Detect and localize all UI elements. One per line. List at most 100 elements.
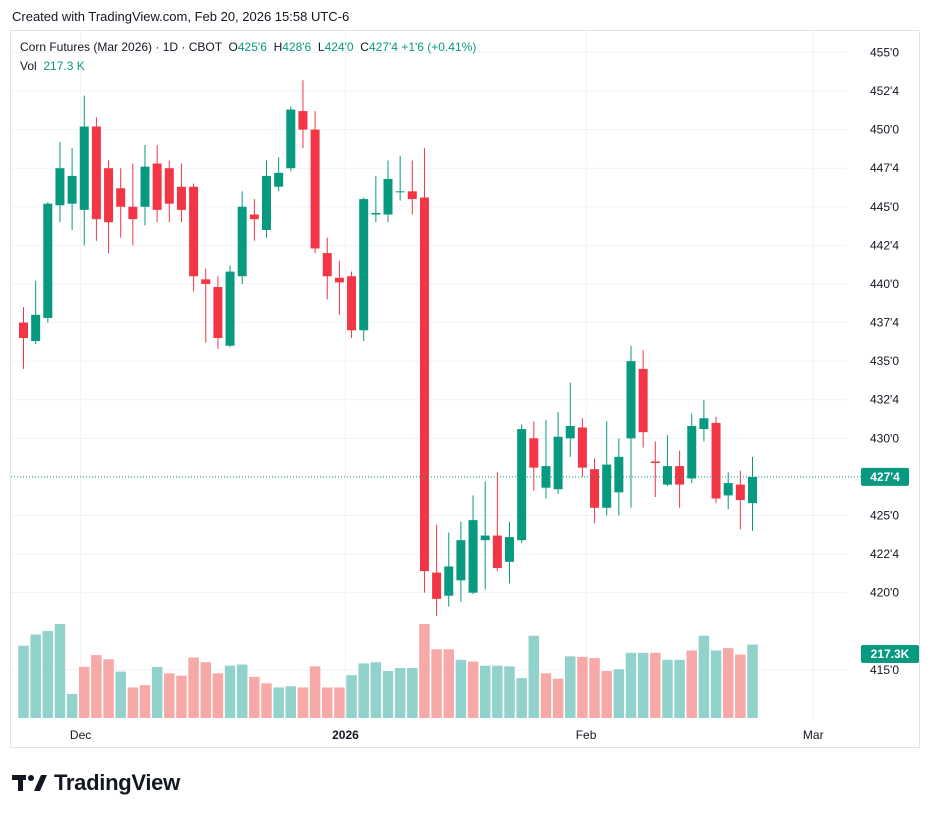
candle xyxy=(687,413,697,484)
volume-bar xyxy=(42,631,54,718)
candle xyxy=(19,307,28,369)
candle xyxy=(407,160,417,215)
candle xyxy=(104,160,114,254)
candle xyxy=(590,458,600,524)
candle-body xyxy=(699,418,709,430)
volume-bar xyxy=(188,657,199,718)
candle xyxy=(395,155,405,201)
legend-symbol: Corn Futures (Mar 2026) · 1D · CBOT xyxy=(20,40,222,54)
candle-body xyxy=(553,436,563,490)
candle xyxy=(748,456,757,531)
volume-bar xyxy=(151,666,163,718)
candle-body xyxy=(517,429,527,541)
candle-body xyxy=(419,197,429,572)
candle-body xyxy=(164,168,174,204)
price-tick-label: 435'0 xyxy=(870,354,899,368)
volume-bar xyxy=(407,668,418,718)
volume-bar xyxy=(164,673,175,718)
header-caption: Created with TradingView.com, Feb 20, 20… xyxy=(12,9,350,24)
volume-bar xyxy=(662,659,673,718)
candle xyxy=(262,160,271,238)
candle-body xyxy=(322,253,332,277)
time-tick-label: Mar xyxy=(803,728,824,742)
candle-body xyxy=(176,186,186,210)
candle xyxy=(699,399,709,442)
legend-ohlc: Corn Futures (Mar 2026) · 1D · CBOT O425… xyxy=(20,40,476,54)
volume-bar xyxy=(236,664,248,718)
candle-body xyxy=(128,206,138,220)
candle xyxy=(468,495,478,595)
time-axis: Dec 2026 Feb Mar xyxy=(70,728,824,742)
candle xyxy=(201,268,211,343)
legend-volume-label: Vol xyxy=(20,59,37,73)
candle-body xyxy=(529,438,539,468)
tradingview-logo[interactable]: TradingView xyxy=(12,770,180,796)
volume-bar xyxy=(589,658,600,718)
candle xyxy=(517,424,527,544)
volume-bar xyxy=(601,671,612,718)
volume-bar xyxy=(394,668,406,718)
candle xyxy=(480,481,490,590)
volume-bar xyxy=(273,687,284,718)
price-tick-label: 455'0 xyxy=(870,45,899,59)
candle xyxy=(492,472,502,572)
price-tick-label: 437'4 xyxy=(870,316,899,330)
candle xyxy=(614,438,624,516)
volume-bar xyxy=(249,676,260,718)
candle-body xyxy=(79,126,89,210)
candle-body xyxy=(371,212,381,215)
price-tick-label: 447'4 xyxy=(870,161,899,175)
volume-bar xyxy=(431,649,442,718)
candle-body xyxy=(565,425,575,439)
candle xyxy=(383,160,393,223)
candle xyxy=(128,163,138,246)
candle-body xyxy=(444,566,454,596)
candle-body xyxy=(675,466,685,485)
candle xyxy=(67,148,77,230)
last-volume-label: 217.3K xyxy=(871,647,910,661)
tradingview-logo-icon xyxy=(12,775,47,791)
volume-bar xyxy=(650,652,661,718)
candle-body xyxy=(687,425,697,479)
candle xyxy=(79,95,89,246)
candle-body xyxy=(67,175,77,204)
candle-body xyxy=(91,126,101,220)
candle xyxy=(723,472,733,510)
legend-high-label: H xyxy=(273,40,283,54)
candle xyxy=(334,260,344,315)
chart-frame[interactable]: 455'0 452'4 450'0 447'4 445'0 442'4 440'0 437'4… xyxy=(10,30,920,748)
price-tick-label: 442'4 xyxy=(870,238,899,252)
volume-bar xyxy=(103,659,114,718)
candle-body xyxy=(286,109,296,169)
time-tick-label: Dec xyxy=(70,728,91,742)
volume-bar xyxy=(443,649,454,718)
legend-open-value: 425'6 xyxy=(237,40,267,54)
candle xyxy=(638,350,648,448)
candle-body xyxy=(262,175,271,230)
chart-canvas[interactable]: 455'0 452'4 450'0 447'4 445'0 442'4 440'0 437'4… xyxy=(11,31,919,747)
legend-high: H428'6 xyxy=(270,40,312,54)
price-tick-label: 420'0 xyxy=(870,586,899,600)
candle xyxy=(711,416,721,504)
candle xyxy=(164,160,174,223)
candle-body xyxy=(492,535,502,568)
candle-body xyxy=(140,166,150,207)
legend-close: C427'4 xyxy=(357,40,398,54)
candle-body xyxy=(359,199,369,331)
volume-bar xyxy=(722,648,734,718)
candle xyxy=(577,418,587,477)
candle-body xyxy=(19,322,28,338)
candle-body xyxy=(189,186,199,277)
candle xyxy=(31,280,41,345)
volume-bar xyxy=(200,662,211,718)
volume-bar xyxy=(66,693,78,718)
time-tick-label: 2026 xyxy=(332,728,359,742)
volume-bar xyxy=(479,665,491,718)
candle-body xyxy=(456,540,466,581)
volume-bar xyxy=(115,671,126,718)
volume-bar xyxy=(382,671,394,718)
legend-close-value: 427'4 xyxy=(368,40,398,54)
candle xyxy=(602,421,612,516)
candle xyxy=(298,80,308,149)
legend-low-label: L xyxy=(317,40,325,54)
